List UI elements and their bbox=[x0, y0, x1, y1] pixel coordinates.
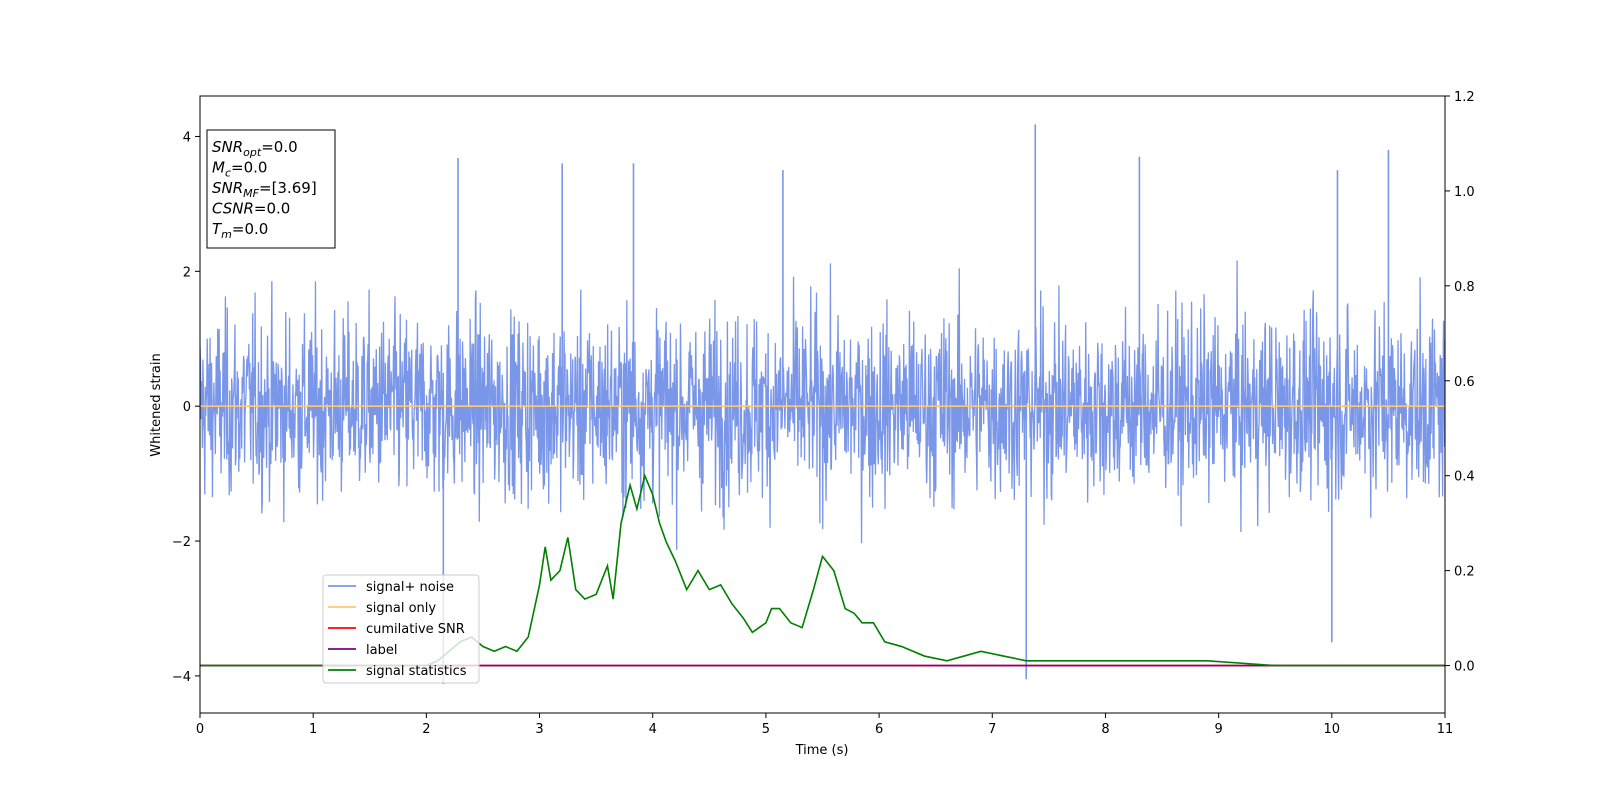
y-tick-label-right: 0.2 bbox=[1454, 565, 1475, 580]
y-axis-right: 0.0 0.2 0.4 0.6 0.8 1.0 1.2 bbox=[1445, 90, 1475, 675]
y-axis-left: −4 −2 0 2 4 bbox=[172, 130, 200, 685]
x-tick-label: 7 bbox=[988, 722, 996, 737]
y-tick-label-right: 0.8 bbox=[1454, 280, 1475, 295]
legend-label: signal+ noise bbox=[366, 580, 454, 595]
y-axis-label-left: Whitened strain bbox=[149, 353, 164, 456]
y-tick-label-right: 0.4 bbox=[1454, 470, 1475, 485]
legend-frame bbox=[322, 574, 480, 684]
info-line: SNRMF=[3.69] bbox=[212, 179, 317, 200]
x-tick-label: 11 bbox=[1437, 722, 1454, 737]
plot-frame bbox=[199, 95, 1446, 714]
info-box-frame bbox=[206, 129, 336, 249]
x-tick-label: 9 bbox=[1214, 722, 1222, 737]
info-line: SNRopt=0.0 bbox=[212, 138, 298, 159]
y-tick-label-right: 0.0 bbox=[1454, 660, 1475, 675]
legend-label: signal statistics bbox=[366, 664, 467, 679]
legend: signal+ noise signal only cumilative SNR la… bbox=[322, 574, 480, 684]
y-tick-label-left: −4 bbox=[172, 670, 191, 685]
x-tick-label: 0 bbox=[196, 722, 204, 737]
x-tick-label: 1 bbox=[309, 722, 317, 737]
series-peaks-signal-noise bbox=[442, 124, 1390, 684]
x-tick-label: 5 bbox=[762, 722, 770, 737]
legend-label: cumilative SNR bbox=[366, 622, 465, 637]
x-tick-label: 4 bbox=[649, 722, 657, 737]
y-tick-label-left: 4 bbox=[183, 130, 191, 145]
x-tick-label: 6 bbox=[875, 722, 883, 737]
y-tick-label-right: 0.6 bbox=[1454, 375, 1475, 390]
y-tick-label-left: 2 bbox=[183, 265, 191, 280]
legend-label: label bbox=[366, 643, 397, 658]
series-signal-noise bbox=[200, 124, 1445, 684]
x-axis-label: Time (s) bbox=[795, 743, 849, 758]
y-tick-label-right: 1.0 bbox=[1454, 185, 1475, 200]
x-tick-label: 10 bbox=[1324, 722, 1341, 737]
series-line-signal-statistics bbox=[200, 473, 1445, 667]
y-tick-label-left: 0 bbox=[183, 400, 191, 415]
y-tick-label-right: 1.2 bbox=[1454, 90, 1475, 105]
info-line: Mc=0.0 bbox=[212, 159, 267, 180]
x-tick-label: 8 bbox=[1101, 722, 1109, 737]
x-tick-label: 3 bbox=[535, 722, 543, 737]
legend-label: signal only bbox=[366, 601, 436, 616]
y-tick-label-left: −2 bbox=[172, 535, 191, 550]
x-tick-label: 2 bbox=[422, 722, 430, 737]
series-line-signal-noise bbox=[200, 260, 1445, 550]
x-axis: 0 1 2 3 4 5 6 7 8 9 10 11 bbox=[196, 713, 1453, 737]
info-line: Tm=0.0 bbox=[212, 220, 268, 241]
info-line: CSNR=0.0 bbox=[212, 200, 290, 218]
